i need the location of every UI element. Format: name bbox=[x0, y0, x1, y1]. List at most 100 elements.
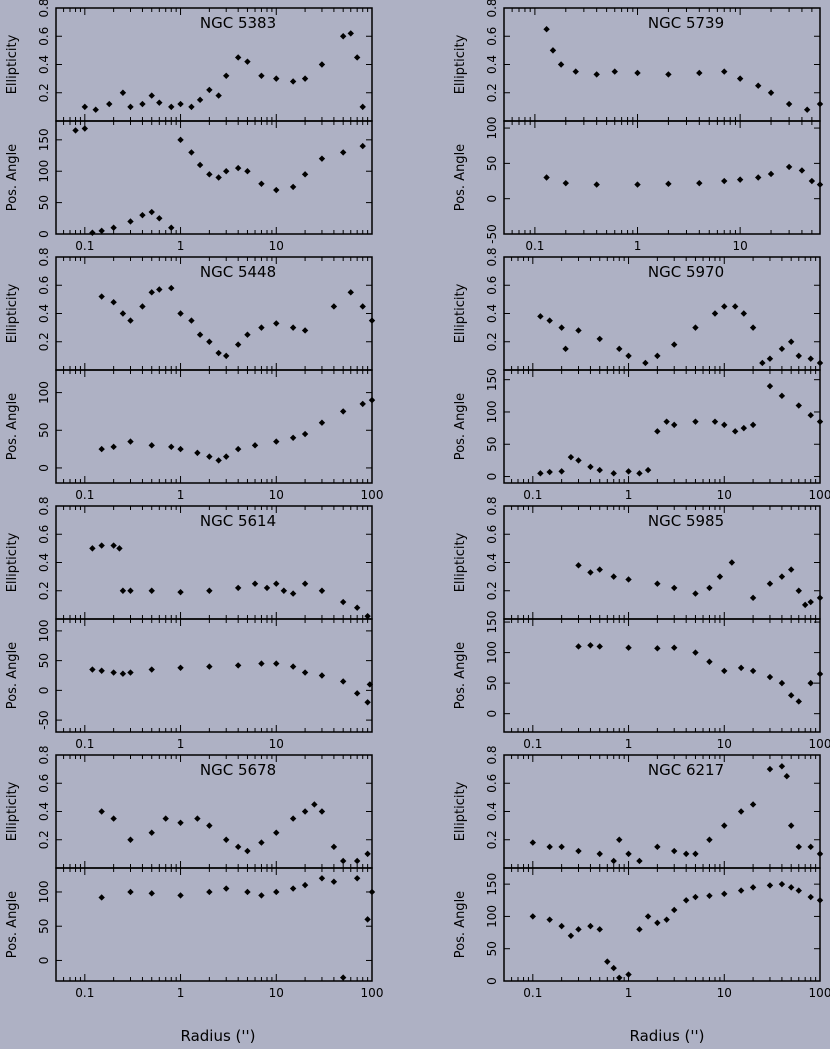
ellipticity-point bbox=[610, 573, 617, 580]
ellipticity-tick-label: 0.6 bbox=[37, 276, 51, 295]
ellipticity-tick-label: 0.6 bbox=[485, 27, 499, 46]
ellipticity-point bbox=[575, 562, 582, 569]
ellipticity-point bbox=[215, 349, 222, 357]
ellipticity-point bbox=[234, 843, 242, 851]
pos-angle-point bbox=[816, 897, 824, 904]
ellipticity-point bbox=[557, 61, 565, 68]
pos-angle-tick-label: -50 bbox=[485, 224, 499, 244]
ellipticity-point bbox=[682, 850, 690, 858]
pos-angle-point bbox=[289, 663, 297, 670]
pos-angle-point bbox=[654, 428, 661, 435]
pos-angle-point bbox=[223, 453, 230, 460]
x-tick-label: 10 bbox=[269, 488, 284, 502]
pos-angle-point bbox=[636, 926, 643, 933]
ellipticity-point bbox=[177, 819, 184, 826]
pos-angle-frame bbox=[55, 120, 373, 235]
pos-angle-axis-title: Pos. Angle bbox=[453, 144, 468, 211]
pos-angle-point bbox=[177, 664, 184, 671]
pos-angle-point bbox=[604, 958, 611, 965]
pos-angle-point bbox=[330, 878, 338, 885]
ellipticity-tick-label: 0.6 bbox=[37, 525, 51, 544]
ellipticity-point bbox=[223, 72, 230, 79]
x-tick-label: 0.1 bbox=[75, 986, 94, 1000]
galaxy-ngc-5678: 0.1 1 10 100 0.2 0.4 0.6 0.8 0 50 100 Ellipticity Po… bbox=[5, 745, 383, 1000]
pos-angle-tick-label: 50 bbox=[37, 195, 51, 210]
pos-angle-point bbox=[596, 643, 603, 650]
ellipticity-point bbox=[611, 68, 618, 75]
pos-angle-point bbox=[177, 892, 184, 899]
x-tick-label: 10 bbox=[269, 986, 284, 1000]
ellipticity-point bbox=[654, 352, 661, 360]
pos-angle-point bbox=[234, 662, 242, 669]
galaxy-name: NGC 5614 bbox=[200, 512, 276, 530]
pos-angle-point bbox=[98, 667, 105, 674]
ellipticity-point bbox=[543, 25, 550, 33]
pos-angle-point bbox=[206, 171, 213, 178]
ellipticity-point bbox=[610, 857, 617, 865]
pos-angle-point bbox=[244, 888, 251, 896]
ellipticity-point bbox=[766, 580, 774, 587]
ellipticity-point bbox=[795, 843, 802, 851]
ellipticity-point bbox=[558, 324, 565, 331]
ellipticity-point bbox=[223, 836, 230, 843]
pos-angle-tick-label: 0 bbox=[37, 957, 51, 965]
pos-angle-point bbox=[339, 149, 347, 156]
ellipticity-point bbox=[749, 594, 757, 602]
pos-angle-point bbox=[706, 892, 713, 899]
ellipticity-point bbox=[258, 72, 265, 79]
ellipticity-axis-title: Ellipticity bbox=[453, 781, 468, 841]
ellipticity-point bbox=[339, 598, 347, 606]
ellipticity-point bbox=[721, 822, 728, 829]
ellipticity-point bbox=[711, 310, 719, 317]
pos-angle-point bbox=[234, 445, 242, 453]
pos-angle-point bbox=[206, 453, 213, 460]
pos-angle-point bbox=[368, 396, 376, 404]
pos-angle-point bbox=[110, 669, 117, 676]
ellipticity-point bbox=[766, 765, 774, 773]
pos-angle-point bbox=[223, 168, 230, 175]
ellipticity-point bbox=[234, 341, 242, 348]
pos-angle-point bbox=[692, 418, 699, 425]
pos-angle-tick-label: 50 bbox=[485, 437, 499, 452]
ellipticity-point bbox=[206, 822, 213, 829]
pos-angle-point bbox=[546, 468, 553, 476]
ellipticity-point bbox=[273, 75, 280, 82]
pos-angle-point bbox=[816, 181, 824, 188]
ellipticity-point bbox=[89, 545, 96, 552]
ellipticity-point bbox=[127, 836, 134, 843]
pos-angle-point bbox=[368, 888, 376, 896]
pos-angle-point bbox=[706, 658, 713, 665]
pos-angle-point bbox=[258, 892, 265, 899]
ellipticity-axis-title: Ellipticity bbox=[5, 781, 20, 841]
ellipticity-point bbox=[778, 573, 786, 580]
ellipticity-point bbox=[119, 89, 127, 96]
pos-angle-point bbox=[206, 888, 213, 896]
ellipticity-tick-label: 0.4 bbox=[485, 802, 499, 821]
x-tick-label: 1 bbox=[177, 986, 185, 1000]
ellipticity-point bbox=[318, 61, 326, 68]
ellipticity-point bbox=[258, 324, 265, 331]
ellipticity-point bbox=[223, 352, 230, 360]
ellipticity-point bbox=[206, 338, 213, 345]
ellipticity-point bbox=[98, 293, 105, 300]
ellipticity-tick-label: 0.8 bbox=[37, 0, 51, 18]
ellipticity-point bbox=[273, 320, 280, 327]
ellipticity-point bbox=[148, 92, 155, 99]
ellipticity-tick-label: 0.6 bbox=[485, 774, 499, 793]
ellipticity-point bbox=[716, 573, 724, 580]
pos-angle-point bbox=[234, 164, 242, 172]
pos-angle-point bbox=[711, 418, 719, 425]
pos-angle-point bbox=[721, 667, 728, 675]
ellipticity-point bbox=[339, 33, 347, 40]
pos-angle-point bbox=[795, 698, 802, 705]
pos-angle-point bbox=[81, 125, 89, 132]
pos-angle-point bbox=[359, 142, 366, 150]
pos-angle-point bbox=[364, 699, 371, 706]
ellipticity-point bbox=[177, 100, 184, 108]
pos-angle-point bbox=[807, 893, 814, 901]
ellipticity-point bbox=[301, 580, 309, 587]
ellipticity-point bbox=[654, 580, 661, 587]
pos-angle-point bbox=[543, 174, 550, 181]
pos-angle-axis-title: Pos. Angle bbox=[453, 393, 468, 460]
